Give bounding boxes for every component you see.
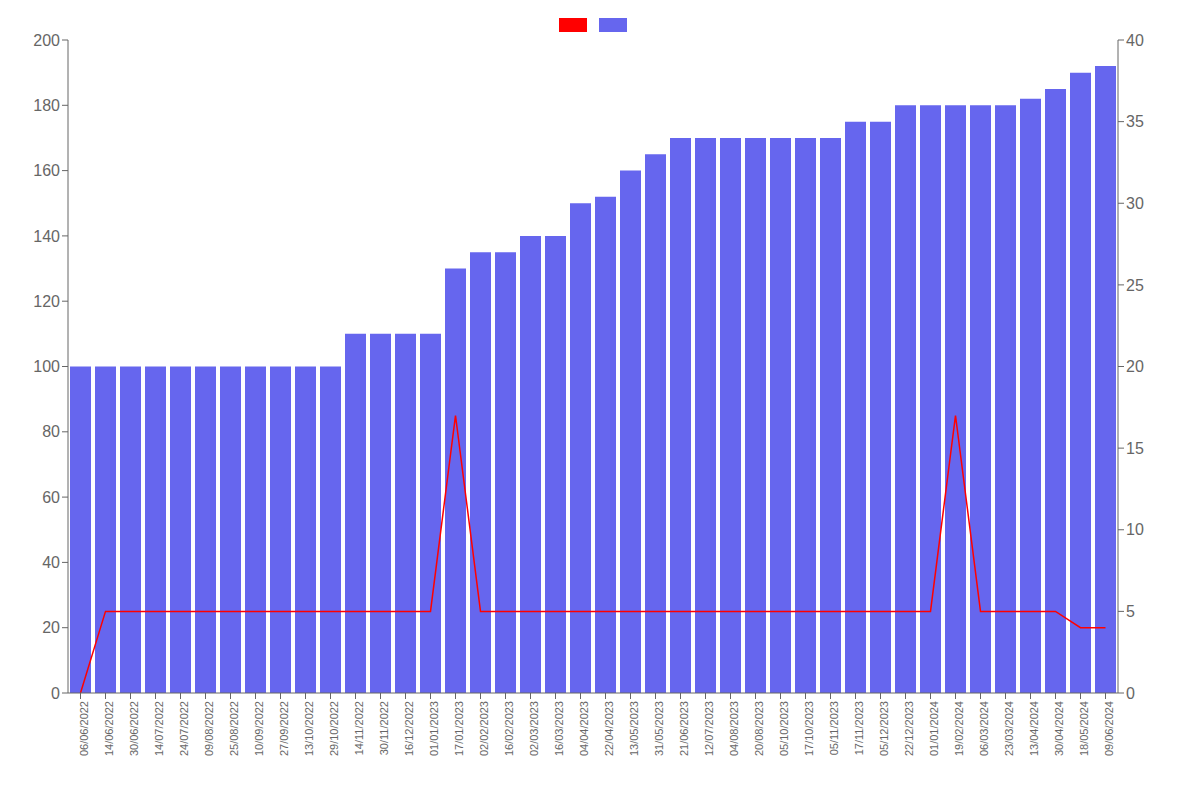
svg-text:20: 20: [42, 619, 60, 636]
svg-text:35: 35: [1126, 113, 1144, 130]
svg-text:05/11/2023: 05/11/2023: [828, 701, 840, 755]
svg-text:01/01/2024: 01/01/2024: [928, 701, 940, 756]
svg-text:23/03/2024: 23/03/2024: [1003, 701, 1015, 756]
svg-text:10: 10: [1126, 521, 1144, 538]
svg-text:24/07/2022: 24/07/2022: [178, 701, 190, 756]
svg-text:15: 15: [1126, 440, 1144, 457]
svg-text:40: 40: [1126, 32, 1144, 49]
svg-text:22/04/2023: 22/04/2023: [603, 701, 615, 756]
svg-text:04/08/2023: 04/08/2023: [728, 701, 740, 756]
svg-text:13/10/2022: 13/10/2022: [303, 701, 315, 756]
svg-text:18/05/2024: 18/05/2024: [1078, 701, 1090, 756]
svg-text:0: 0: [51, 685, 60, 702]
svg-text:17/11/2023: 17/11/2023: [853, 701, 865, 755]
svg-text:06/06/2022: 06/06/2022: [78, 701, 90, 756]
svg-text:30: 30: [1126, 195, 1144, 212]
svg-text:14/06/2022: 14/06/2022: [103, 701, 115, 756]
svg-text:0: 0: [1126, 685, 1135, 702]
svg-text:17/10/2023: 17/10/2023: [803, 701, 815, 756]
svg-text:05/10/2023: 05/10/2023: [778, 701, 790, 756]
svg-text:14/11/2022: 14/11/2022: [353, 701, 365, 755]
svg-text:22/12/2023: 22/12/2023: [903, 701, 915, 756]
svg-text:05/12/2023: 05/12/2023: [878, 701, 890, 756]
svg-text:14/07/2022: 14/07/2022: [153, 701, 165, 756]
svg-text:06/03/2024: 06/03/2024: [978, 701, 990, 756]
svg-text:160: 160: [33, 162, 60, 179]
svg-text:40: 40: [42, 554, 60, 571]
svg-text:16/03/2023: 16/03/2023: [553, 701, 565, 756]
svg-text:09/08/2022: 09/08/2022: [203, 701, 215, 756]
svg-text:02/02/2023: 02/02/2023: [478, 701, 490, 756]
svg-text:120: 120: [33, 293, 60, 310]
svg-text:140: 140: [33, 228, 60, 245]
svg-text:19/02/2024: 19/02/2024: [953, 701, 965, 756]
svg-text:12/07/2023: 12/07/2023: [703, 701, 715, 756]
svg-text:20: 20: [1126, 358, 1144, 375]
svg-text:20/08/2023: 20/08/2023: [753, 701, 765, 756]
svg-text:100: 100: [33, 358, 60, 375]
svg-text:16/12/2022: 16/12/2022: [403, 701, 415, 756]
svg-text:200: 200: [33, 32, 60, 49]
svg-text:25/08/2022: 25/08/2022: [228, 701, 240, 756]
svg-text:31/05/2023: 31/05/2023: [653, 701, 665, 756]
svg-text:80: 80: [42, 423, 60, 440]
svg-text:13/04/2024: 13/04/2024: [1028, 701, 1040, 756]
svg-text:21/06/2023: 21/06/2023: [678, 701, 690, 756]
svg-text:13/05/2023: 13/05/2023: [628, 701, 640, 756]
svg-text:29/10/2022: 29/10/2022: [328, 701, 340, 756]
svg-text:25: 25: [1126, 277, 1144, 294]
svg-text:04/04/2023: 04/04/2023: [578, 701, 590, 756]
svg-text:09/06/2024: 09/06/2024: [1103, 701, 1115, 756]
svg-text:180: 180: [33, 97, 60, 114]
svg-text:27/09/2022: 27/09/2022: [278, 701, 290, 756]
svg-text:30/04/2024: 30/04/2024: [1053, 701, 1065, 756]
svg-text:10/09/2022: 10/09/2022: [253, 701, 265, 756]
svg-text:17/01/2023: 17/01/2023: [453, 701, 465, 756]
svg-text:60: 60: [42, 489, 60, 506]
svg-text:30/11/2022: 30/11/2022: [378, 701, 390, 755]
svg-text:5: 5: [1126, 603, 1135, 620]
svg-text:16/02/2023: 16/02/2023: [503, 701, 515, 756]
svg-text:01/01/2023: 01/01/2023: [428, 701, 440, 756]
svg-text:30/06/2022: 30/06/2022: [128, 701, 140, 756]
svg-text:02/03/2023: 02/03/2023: [528, 701, 540, 756]
